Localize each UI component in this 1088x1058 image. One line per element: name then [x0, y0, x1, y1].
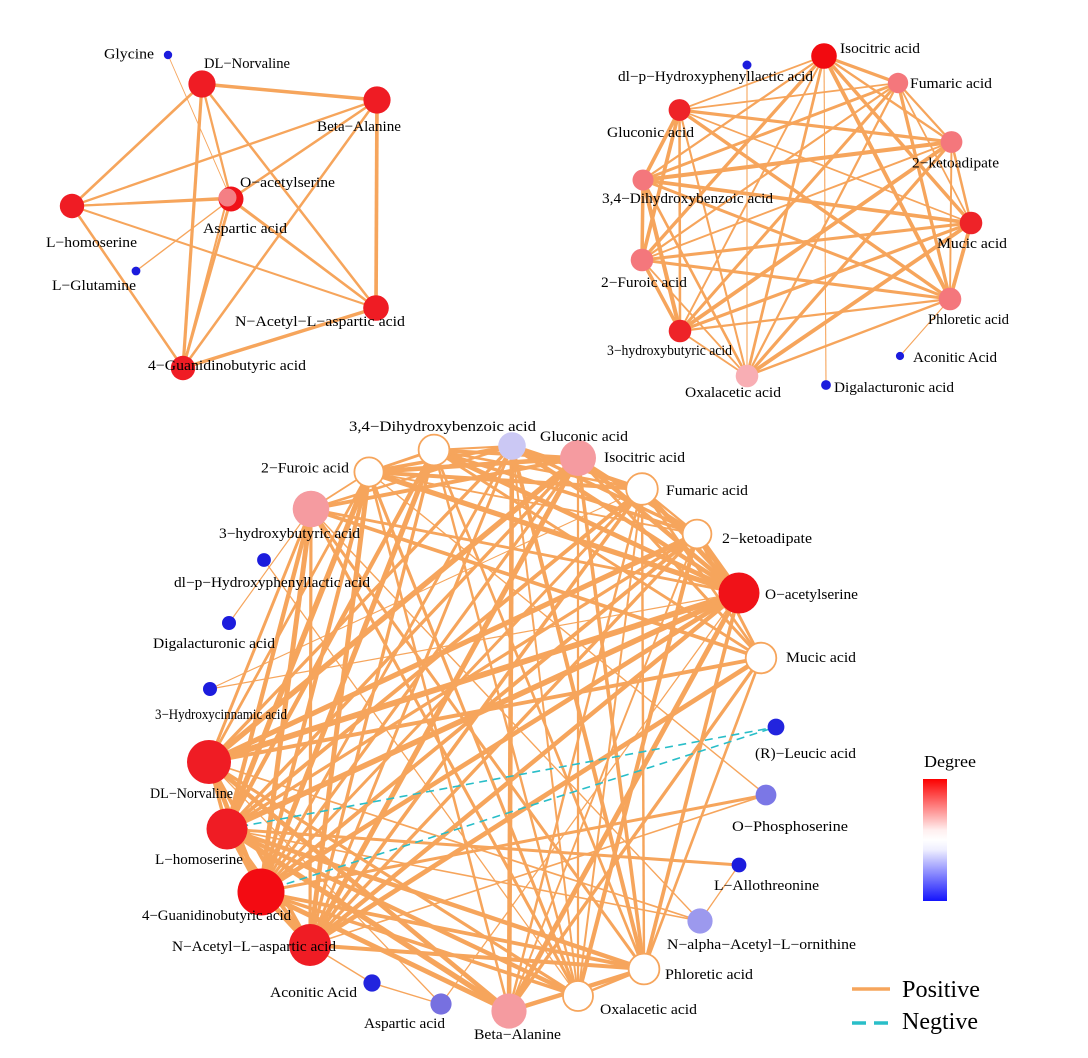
svg-text:3,4−Dihydroxybenzoic acid: 3,4−Dihydroxybenzoic acid	[602, 191, 773, 207]
svg-text:Digalacturonic acid: Digalacturonic acid	[834, 380, 954, 396]
svg-text:O−Phosphoserine: O−Phosphoserine	[732, 819, 848, 835]
svg-text:Isocitric acid: Isocitric acid	[840, 41, 920, 57]
svg-text:2−ketoadipate: 2−ketoadipate	[912, 156, 999, 172]
svg-text:Aspartic acid: Aspartic acid	[203, 221, 288, 237]
svg-text:dl−p−Hydroxyphenyllactic acid: dl−p−Hydroxyphenyllactic acid	[174, 575, 370, 591]
svg-text:2−ketoadipate: 2−ketoadipate	[722, 531, 812, 547]
svg-text:N−alpha−Acetyl−L−ornithine: N−alpha−Acetyl−L−ornithine	[667, 937, 856, 953]
svg-text:2−Furoic acid: 2−Furoic acid	[261, 461, 349, 477]
svg-text:Aconitic Acid: Aconitic Acid	[913, 350, 997, 366]
svg-text:3,4−Dihydroxybenzoic acid: 3,4−Dihydroxybenzoic acid	[349, 419, 536, 435]
svg-text:Phloretic acid: Phloretic acid	[928, 312, 1009, 328]
svg-text:Fumaric acid: Fumaric acid	[666, 483, 748, 499]
svg-text:Mucic acid: Mucic acid	[786, 650, 856, 666]
svg-text:O−acetylserine: O−acetylserine	[765, 587, 858, 603]
svg-text:Beta−Alanine: Beta−Alanine	[474, 1027, 561, 1043]
svg-text:Digalacturonic acid: Digalacturonic acid	[153, 636, 275, 652]
svg-text:L−homoserine: L−homoserine	[155, 852, 243, 868]
svg-text:L−homoserine: L−homoserine	[46, 235, 137, 251]
svg-text:L−Glutamine: L−Glutamine	[52, 278, 136, 294]
svg-text:Oxalacetic acid: Oxalacetic acid	[685, 385, 781, 401]
svg-text:N−Acetyl−L−aspartic acid: N−Acetyl−L−aspartic acid	[172, 939, 336, 955]
svg-text:3−Hydroxycinnamic acid: 3−Hydroxycinnamic acid	[155, 707, 287, 723]
svg-text:Positive: Positive	[902, 977, 980, 1003]
svg-text:dl−p−Hydroxyphenyllactic acid: dl−p−Hydroxyphenyllactic acid	[618, 69, 813, 85]
svg-text:Phloretic acid: Phloretic acid	[665, 967, 753, 983]
svg-text:(R)−Leucic acid: (R)−Leucic acid	[755, 746, 856, 762]
svg-text:L−Allothreonine: L−Allothreonine	[714, 878, 819, 894]
svg-text:Gluconic acid: Gluconic acid	[607, 125, 694, 141]
svg-text:Mucic acid: Mucic acid	[937, 236, 1007, 252]
svg-text:Aconitic Acid: Aconitic Acid	[270, 985, 357, 1001]
svg-text:Oxalacetic acid: Oxalacetic acid	[600, 1002, 697, 1018]
svg-text:Glycine: Glycine	[104, 47, 154, 63]
svg-text:Fumaric acid: Fumaric acid	[910, 76, 992, 92]
svg-text:Beta−Alanine: Beta−Alanine	[317, 119, 401, 135]
svg-text:N−Acetyl−L−aspartic acid: N−Acetyl−L−aspartic acid	[235, 314, 406, 330]
svg-text:4−Guanidinobutyric acid: 4−Guanidinobutyric acid	[142, 908, 291, 924]
svg-text:Isocitric acid: Isocitric acid	[604, 450, 685, 466]
svg-text:4−Guanidinobutyric acid: 4−Guanidinobutyric acid	[148, 358, 307, 374]
svg-text:O−acetylserine: O−acetylserine	[240, 175, 335, 191]
svg-text:Negtive: Negtive	[902, 1009, 978, 1035]
svg-text:3−hydroxybutyric acid: 3−hydroxybutyric acid	[607, 343, 732, 359]
svg-text:3−hydroxybutyric acid: 3−hydroxybutyric acid	[219, 526, 360, 542]
svg-text:Degree: Degree	[924, 752, 976, 771]
svg-text:DL−Norvaline: DL−Norvaline	[150, 786, 233, 802]
svg-text:Aspartic acid: Aspartic acid	[364, 1016, 445, 1032]
svg-text:Gluconic acid: Gluconic acid	[540, 429, 628, 445]
svg-text:DL−Norvaline: DL−Norvaline	[204, 56, 290, 72]
svg-text:2−Furoic acid: 2−Furoic acid	[601, 275, 687, 291]
